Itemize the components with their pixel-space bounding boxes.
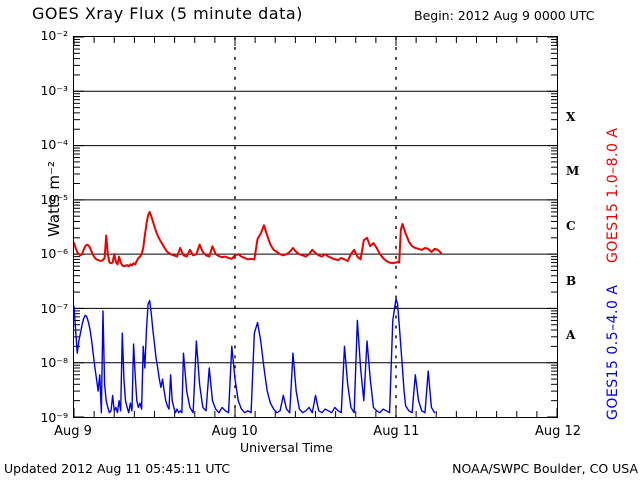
series-line-short [74,298,436,414]
y-axis-title: Watts m⁻² [45,161,63,237]
y-tick-label: 10⁻² [40,28,68,43]
y-tick-label: 10⁻⁵ [40,191,68,207]
begin-time-label: Begin: 2012 Aug 9 0000 UTC [414,8,595,23]
x-axis-title: Universal Time [240,440,333,455]
y-tick-label: 10⁻⁷ [40,300,68,316]
source-credit: NOAA/SWPC Boulder, CO USA [452,461,638,476]
series-line-long [74,210,443,268]
y-tick-label: 10⁻³ [40,82,68,98]
legend-long-channel: GOES15 1.0–8.0 A [605,127,621,263]
y-tick-label: 10⁻⁶ [40,246,68,262]
y-tick-label: 10⁻⁴ [40,137,68,153]
flare-class-label-C: C [566,219,576,233]
y-tick-label: 10⁻⁸ [40,355,68,371]
page-title: GOES Xray Flux (5 minute data) [32,4,303,23]
plot-canvas [74,37,557,417]
updated-timestamp: Updated 2012 Aug 11 05:45:11 UTC [4,461,231,476]
flare-class-label-B: B [566,273,577,288]
legend-short-channel: GOES15 0.5–4.0 A [605,284,621,420]
flare-class-label-M: M [566,164,580,179]
flare-class-label-A: A [566,328,576,343]
x-tick-label: Aug 9 [54,424,92,439]
x-tick-label: Aug 12 [534,424,582,439]
x-tick-label: Aug 10 [211,424,258,439]
plot-area [73,36,558,418]
flare-class-label-X: X [566,109,576,124]
y-tick-label: 10⁻⁹ [40,410,68,425]
x-tick-label: Aug 11 [373,424,420,439]
